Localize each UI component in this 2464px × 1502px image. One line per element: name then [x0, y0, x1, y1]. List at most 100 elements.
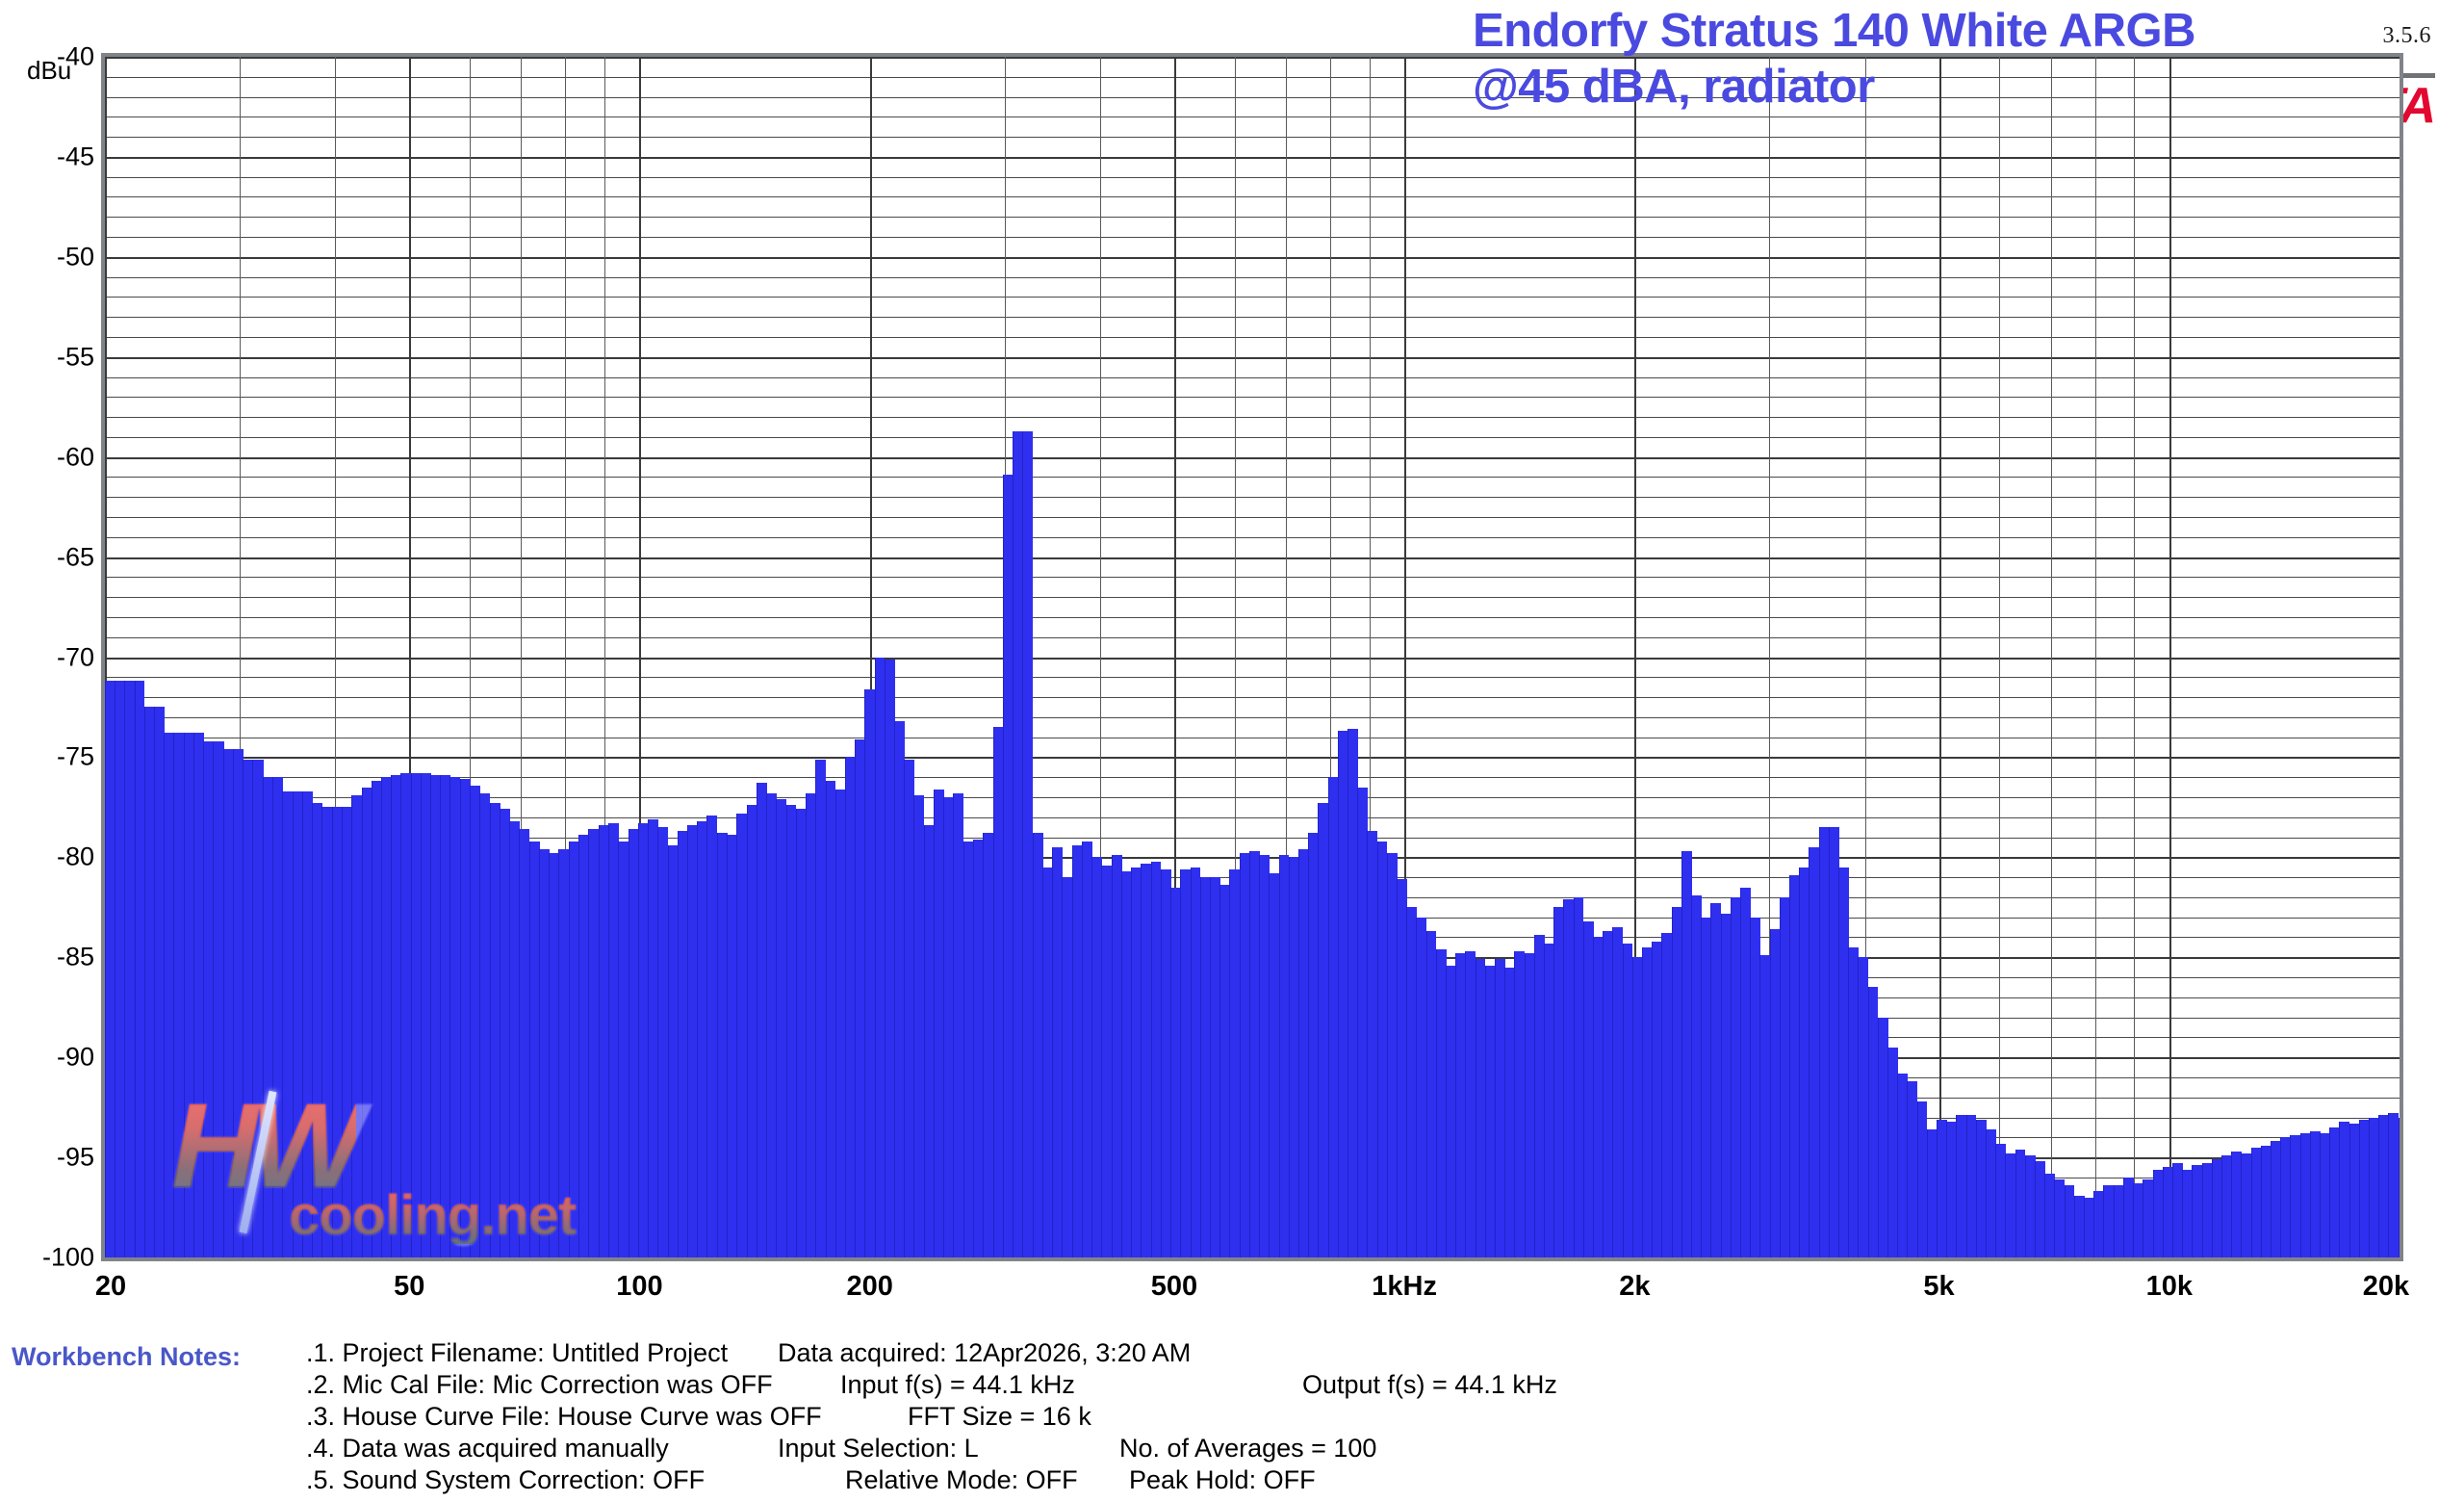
spectrum-bar [2319, 1133, 2330, 1257]
spectrum-bar [282, 790, 294, 1257]
spectrum-bar [2035, 1161, 2045, 1257]
spectrum-bar [2220, 1155, 2232, 1257]
spectrum-bar [1986, 1129, 1996, 1257]
spectrum-bar [1347, 729, 1358, 1257]
spectrum-bar [1101, 865, 1113, 1257]
spectrum-bar [1180, 868, 1192, 1257]
spectrum-bar [953, 792, 964, 1257]
note-col2: Input f(s) = 44.1 kHz [840, 1370, 1075, 1399]
spectrum-bar [1740, 887, 1751, 1257]
spectrum-plot[interactable] [101, 53, 2403, 1261]
y-axis-tick-label: -75 [56, 741, 94, 771]
spectrum-bar [1514, 951, 1526, 1257]
note-col1: .4. Data was acquired manually [306, 1434, 669, 1463]
spectrum-bar [716, 833, 728, 1257]
spectrum-bar [904, 759, 915, 1257]
note-row: .2. Mic Cal File: Mic Correction was OFF… [306, 1370, 1557, 1402]
spectrum-bar [1720, 913, 1732, 1257]
spectrum-bar [449, 777, 461, 1257]
spectrum-bar [420, 773, 431, 1257]
y-axis-tick-label: -95 [56, 1142, 94, 1172]
spectrum-bar [1582, 920, 1594, 1257]
spectrum-bar [1337, 731, 1348, 1257]
spectrum-bar [765, 792, 777, 1257]
spectrum-bar [2073, 1195, 2085, 1257]
spectrum-bar [528, 841, 540, 1257]
spectrum-bar [1622, 943, 1633, 1257]
spectrum-bar [1553, 907, 1564, 1257]
spectrum-bar [1828, 827, 1839, 1257]
spectrum-bar [1484, 965, 1496, 1257]
spectrum-bar [1288, 857, 1299, 1257]
spectrum-bar [1022, 430, 1034, 1257]
spectrum-bar [657, 827, 669, 1257]
spectrum-bar [1642, 946, 1653, 1257]
spectrum-bar [391, 775, 401, 1257]
spectrum-bar [1779, 896, 1790, 1257]
y-axis-tick-label: -70 [56, 642, 94, 671]
spectrum-bar [2122, 1177, 2134, 1257]
spectrum-bar [1425, 931, 1437, 1257]
spectrum-bar [2024, 1155, 2036, 1257]
spectrum-bar [293, 790, 303, 1257]
spectrum-bar [459, 779, 471, 1257]
spectrum-bar [884, 659, 895, 1257]
spectrum-bar [2270, 1141, 2281, 1257]
x-axis-tick-label: 10k [2145, 1271, 2193, 1302]
gridline-vertical-major [2400, 57, 2401, 1257]
spectrum-bar [2015, 1149, 2026, 1257]
note-col3: Output f(s) = 44.1 kHz [1302, 1370, 1557, 1399]
spectrum-bar [1504, 967, 1515, 1257]
spectrum-bar [1416, 917, 1427, 1257]
spectrum-bar [2182, 1169, 2193, 1257]
spectrum-bar [1524, 953, 1535, 1257]
spectrum-bar [213, 740, 225, 1257]
spectrum-bar [2348, 1123, 2360, 1257]
spectrum-bar [1120, 870, 1132, 1257]
spectrum-bar [1730, 896, 1741, 1257]
spectrum-bar [410, 773, 422, 1257]
spectrum-bar [1327, 777, 1339, 1257]
spectrum-bar [1041, 867, 1053, 1257]
spectrum-bar [331, 807, 343, 1257]
spectrum-bar [1652, 941, 1663, 1257]
spectrum-bar [252, 759, 264, 1257]
spectrum-bar [2113, 1185, 2124, 1257]
x-axis-tick-label: 20k [2362, 1271, 2410, 1302]
spectrum-bar [1926, 1129, 1938, 1257]
spectrum-bar [1563, 898, 1575, 1257]
spectrum-bar [1170, 887, 1181, 1257]
spectrum-bar [2378, 1115, 2389, 1257]
spectrum-bar [1199, 877, 1211, 1257]
spectrum-bar [2299, 1133, 2311, 1257]
x-axis-tick-label: 500 [1150, 1271, 1198, 1302]
spectrum-bar [834, 789, 846, 1257]
notes-label: Workbench Notes: [12, 1342, 242, 1371]
spectrum-bar [2398, 1117, 2400, 1257]
spectrum-bar [321, 807, 333, 1257]
note-row: .1. Project Filename: Untitled Project Da… [306, 1338, 1461, 1370]
spectrum-bar [479, 792, 491, 1257]
plot-frame [101, 53, 2403, 1261]
spectrum-bar [1052, 846, 1064, 1257]
spectrum-bar [617, 841, 629, 1257]
spectrum-bar [2260, 1145, 2272, 1257]
spectrum-bar [361, 787, 372, 1257]
spectrum-bar [2250, 1147, 2262, 1257]
workbench-notes: Workbench Notes: .1. Project Filename: U… [0, 1334, 2464, 1502]
spectrum-bar [923, 825, 935, 1257]
spectrum-bar [499, 809, 510, 1257]
x-axis-tick-label: 50 [394, 1271, 425, 1302]
spectrum-bar [243, 759, 254, 1257]
note-col3: No. of Averages = 100 [1119, 1434, 1377, 1463]
spectrum-bar [1573, 896, 1584, 1257]
spectrum-bar [2152, 1169, 2164, 1257]
note-col2: FFT Size = 16 k [908, 1402, 1091, 1431]
spectrum-bar [795, 809, 807, 1257]
spectrum-bar [1308, 833, 1319, 1257]
note-col1: .3. House Curve File: House Curve was OF… [306, 1402, 822, 1431]
spectrum-bar [1877, 1017, 1888, 1257]
spectrum-bar [2005, 1152, 2016, 1257]
spectrum-bar [1229, 868, 1241, 1257]
spectrum-bar [1150, 861, 1162, 1257]
